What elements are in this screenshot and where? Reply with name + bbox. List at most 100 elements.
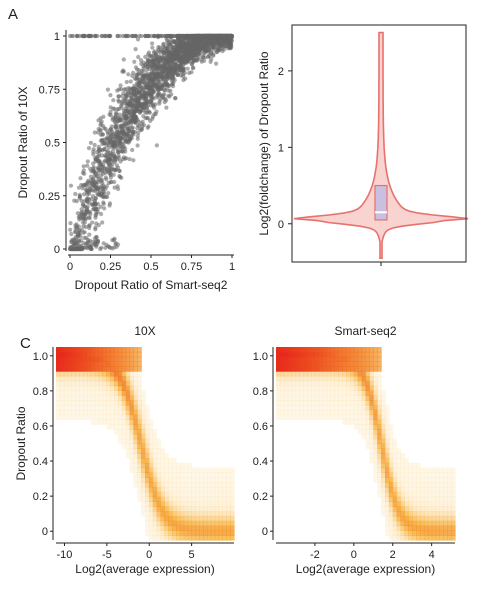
density-cell	[160, 515, 165, 522]
density-cell	[102, 390, 107, 396]
scatter-point	[107, 33, 113, 39]
density-cell	[187, 520, 193, 527]
density-cell	[121, 347, 127, 353]
density-cell	[164, 535, 169, 541]
density-cell	[322, 409, 328, 416]
scatter-point	[72, 237, 77, 242]
density-cell	[87, 356, 92, 362]
density-cell	[156, 477, 162, 483]
density-cell	[106, 395, 111, 401]
density-cell	[94, 361, 100, 367]
density-cell	[400, 506, 405, 512]
density-cell	[338, 380, 343, 387]
scatter-point	[204, 37, 209, 42]
density-cell	[129, 385, 134, 391]
density-cell	[373, 472, 378, 478]
density-cell	[416, 472, 421, 478]
density-cell	[110, 414, 115, 420]
density-cell	[148, 467, 154, 473]
density-cell	[346, 390, 351, 396]
density-cell	[330, 366, 335, 372]
density-cell	[129, 351, 134, 358]
density-cell	[377, 380, 382, 387]
density-cell	[388, 491, 394, 498]
scatter-point	[175, 54, 180, 60]
density-cell	[287, 375, 293, 382]
density-cell	[396, 477, 402, 483]
density-cell	[314, 361, 320, 367]
density-cell	[210, 511, 216, 517]
density-cell	[75, 351, 80, 358]
density-cell	[148, 515, 154, 522]
scatter-point	[96, 167, 101, 173]
density-cell	[388, 424, 394, 430]
density-cell	[160, 458, 165, 464]
density-cell	[145, 506, 150, 512]
density-cell	[133, 482, 138, 488]
scatter-point	[186, 33, 191, 39]
density-cell	[381, 414, 386, 420]
density-cell	[90, 356, 96, 362]
density-cell	[90, 419, 96, 425]
density-cell	[392, 530, 398, 536]
density-cell	[203, 472, 208, 478]
density-cell	[283, 414, 289, 420]
density-cell	[451, 515, 456, 522]
density-cell	[75, 356, 80, 362]
density-cell	[114, 375, 119, 382]
density-cell	[369, 458, 374, 464]
scatter-point	[116, 98, 121, 103]
density-cell	[117, 409, 123, 416]
x-tick-label: -2	[310, 549, 320, 561]
density-cell	[106, 409, 111, 416]
density-cell	[121, 395, 127, 401]
density-cell	[129, 419, 134, 425]
density-cell	[121, 443, 127, 449]
scatter-point	[164, 72, 169, 77]
density-cell	[326, 356, 332, 362]
density-cell	[279, 356, 285, 362]
density-cell	[148, 525, 154, 531]
density-cell	[361, 356, 367, 362]
density-cell	[326, 414, 332, 420]
density-cell	[439, 486, 444, 493]
density-cell	[133, 462, 138, 469]
density-cell	[279, 395, 285, 401]
density-cell	[295, 414, 300, 420]
density-cell	[172, 511, 177, 517]
density-cell	[75, 371, 80, 377]
density-cell	[79, 404, 84, 411]
density-cell	[226, 520, 231, 527]
density-cell	[283, 400, 289, 406]
density-cell	[125, 433, 131, 440]
density-cell	[377, 414, 382, 420]
density-cell	[87, 414, 92, 420]
density-cell	[59, 351, 65, 358]
density-cell	[279, 385, 285, 391]
scatter-point	[164, 59, 169, 64]
density-cell	[125, 366, 131, 372]
density-cell	[451, 525, 456, 531]
scatter-point	[71, 33, 76, 39]
density-cell	[121, 433, 127, 440]
density-cell	[75, 395, 80, 401]
density-cell	[353, 395, 359, 401]
density-cell	[385, 486, 390, 493]
density-cell	[210, 520, 216, 527]
density-cell	[176, 530, 181, 536]
density-cell	[110, 380, 115, 387]
density-cell	[79, 347, 84, 353]
density-cell	[420, 496, 425, 502]
y-tick-label: 0.2	[33, 491, 48, 503]
density-cell	[152, 448, 158, 454]
density-cell	[326, 351, 332, 358]
density-cell	[400, 482, 405, 488]
density-cell	[168, 530, 173, 536]
density-cell	[117, 438, 123, 445]
density-cell	[283, 361, 289, 367]
density-cell	[106, 366, 111, 372]
density-cell	[357, 356, 363, 362]
density-cell	[283, 390, 289, 396]
density-cell	[164, 472, 169, 478]
